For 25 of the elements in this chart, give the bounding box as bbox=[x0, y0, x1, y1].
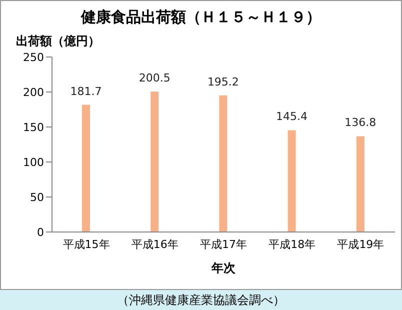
y-tick-label: 100 bbox=[23, 156, 44, 169]
data-label: 195.2 bbox=[207, 75, 239, 88]
y-axis-title: 出荷額（億円） bbox=[16, 33, 100, 50]
data-label: 145.4 bbox=[276, 110, 308, 124]
y-tick-label: 0 bbox=[37, 226, 44, 239]
bar bbox=[288, 130, 296, 232]
x-tick-label: 平成15年 bbox=[62, 238, 110, 251]
y-tick-label: 250 bbox=[23, 50, 44, 64]
data-label: 136.8 bbox=[344, 116, 376, 130]
bar bbox=[82, 104, 90, 232]
x-tick-label: 平成18年 bbox=[268, 238, 316, 251]
x-tick-label: 平成16年 bbox=[131, 238, 178, 251]
bar bbox=[150, 92, 159, 232]
bar bbox=[219, 95, 228, 232]
x-axis-title: 年次 bbox=[210, 261, 236, 275]
text: （沖縄県健康産業協議会調べ） bbox=[0, 290, 402, 310]
x-tick-label: 平成17年 bbox=[200, 238, 247, 251]
data-label: 200.5 bbox=[138, 72, 170, 85]
bar bbox=[356, 136, 364, 232]
y-tick-label: 150 bbox=[23, 120, 44, 134]
y-tick-label: 50 bbox=[30, 190, 44, 204]
x-tick-label: 平成19年 bbox=[337, 238, 384, 251]
y-tick-label: 200 bbox=[23, 86, 44, 99]
chart-title: 健康食品出荷額（Ｈ１５～Ｈ１９） bbox=[80, 8, 322, 27]
data-label: 181.7 bbox=[70, 84, 102, 98]
